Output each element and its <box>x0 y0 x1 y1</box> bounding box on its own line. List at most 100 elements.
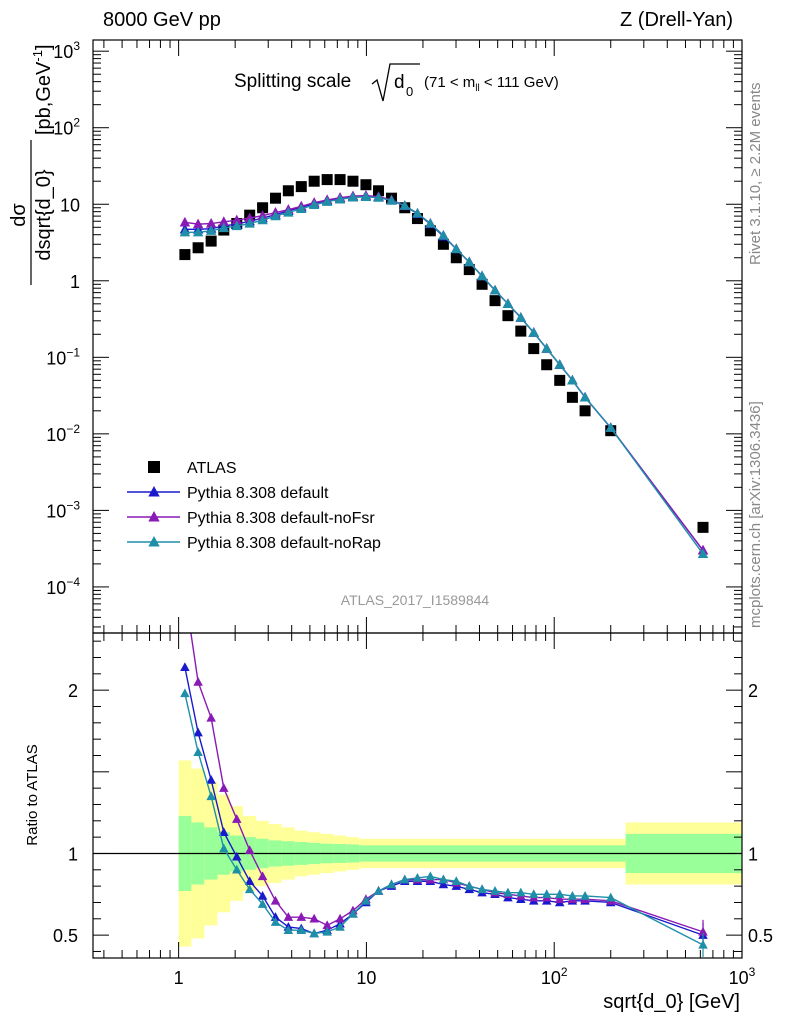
y-tick-label: 103 <box>53 39 80 62</box>
legend-label: Pythia 8.308 default-noFsr <box>187 510 375 527</box>
title-cut: (71 < mll < 111 GeV) <box>424 74 559 94</box>
ylabel-units-close: ] <box>33 44 55 50</box>
x-tick-label: 1 <box>174 968 184 988</box>
data-point-pythia-8-308-default-norap <box>205 225 217 235</box>
data-point-atlas <box>515 325 527 337</box>
data-point-pythia-8-308-default-nofsr <box>179 216 191 227</box>
title-cut-open: (71 < m <box>424 74 475 91</box>
ratio-point-pythia-8-308-default-norap <box>399 874 410 884</box>
data-point-pythia-8-308-default-norap <box>554 359 565 369</box>
ratio-point-pythia-8-308-default-nofsr <box>283 912 294 921</box>
y-tick-label: 10−1 <box>46 345 80 368</box>
title-subscript: 0 <box>406 84 413 99</box>
data-point-pythia-8-308-default-norap <box>308 199 320 210</box>
main-ylabel: dσ dsqrt{d_0} [pb,GeV-1] <box>8 44 55 285</box>
data-point-atlas <box>541 359 553 371</box>
data-point-pythia-8-308-default-norap <box>296 203 307 214</box>
title-symbol: d <box>394 72 405 93</box>
y-tick-label: 10−4 <box>46 575 80 598</box>
ratio-point-pythia-8-308-default-norap <box>322 926 332 936</box>
data-point-pythia-8-308-default-nofsr <box>218 216 230 226</box>
ratio-y-tick-label: 1 <box>68 844 78 864</box>
title-cut-sub: ll <box>475 83 479 94</box>
data-point-pythia-8-308-default-nofsr <box>231 214 242 225</box>
data-point-pythia-8-308-default-norap <box>321 196 333 206</box>
data-point-pythia-8-308-default-norap <box>386 194 397 205</box>
data-point-pythia-8-308-default-norap <box>360 191 372 201</box>
ylabel-numerator: dσ <box>8 203 30 227</box>
ratio-point-pythia-8-308-default <box>438 879 449 889</box>
ratio-point-pythia-8-308-default-nofsr <box>335 913 345 923</box>
data-point-atlas <box>295 181 307 193</box>
main-panel-series <box>179 174 709 559</box>
y-tick-label: 10−3 <box>46 498 80 521</box>
legend-entry-pythia-8-308-default-nofsr: Pythia 8.308 default-noFsr <box>127 510 375 527</box>
legend-entry-pythia-8-308-default-norap: Pythia 8.308 default-noRap <box>127 535 381 552</box>
ratio-point-pythia-8-308-default-norap <box>503 887 513 897</box>
legend: ATLAS Pythia 8.308 default Pythia 8.308 de… <box>127 460 381 552</box>
ratio-point-pythia-8-308-default-nofsr <box>244 845 255 854</box>
data-point-atlas <box>502 310 514 322</box>
ratio-point-pythia-8-308-default-nofsr <box>219 783 229 792</box>
ratio-point-pythia-8-308-default-norap <box>516 887 526 897</box>
ratio-point-pythia-8-308-default-nofsr <box>270 895 281 905</box>
ratio-point-pythia-8-308-default-nofsr <box>554 894 565 903</box>
data-point-pythia-8-308-default-norap <box>412 207 423 218</box>
ratio-point-pythia-8-308-default <box>193 727 203 737</box>
legend-marker <box>148 511 160 522</box>
data-point-atlas <box>489 295 501 307</box>
data-point-pythia-8-308-default-norap <box>697 548 709 559</box>
data-point-pythia-8-308-default-norap <box>373 192 384 202</box>
ratio-point-pythia-8-308-default-norap <box>477 884 487 894</box>
data-point-pythia-8-308-default-norap <box>270 210 281 221</box>
ratio-y-tick-label-right: 2 <box>748 681 758 701</box>
data-point-pythia-8-308-default-norap <box>579 391 591 402</box>
ratio-point-pythia-8-308-default <box>232 851 242 861</box>
ratio-line-pythia-8-308-default <box>184 667 704 936</box>
ratio-point-pythia-8-308-default-nofsr <box>257 871 268 881</box>
ratio-point-pythia-8-308-default-nofsr <box>232 814 242 823</box>
x-tick-label: 102 <box>541 965 568 988</box>
ratio-point-pythia-8-308-default-nofsr <box>193 676 203 686</box>
data-point-pythia-8-308-default-norap <box>489 284 501 295</box>
ratio-y-tick-label-right: 0.5 <box>748 926 773 946</box>
data-point-atlas <box>437 238 449 250</box>
ratio-frame <box>92 632 743 959</box>
legend-label: ATLAS <box>187 460 237 477</box>
legend-label: Pythia 8.308 default-noRap <box>187 535 381 552</box>
x-tick-label: 10 <box>356 968 376 988</box>
data-point-atlas <box>528 343 540 355</box>
legend-entry-pythia-8-308-default: Pythia 8.308 default <box>127 485 329 502</box>
legend-marker <box>148 461 160 473</box>
ratio-point-pythia-8-308-default-norap <box>270 917 281 926</box>
y-tick-label: 10−2 <box>46 422 80 445</box>
ratio-point-pythia-8-308-default-norap <box>206 791 216 801</box>
ratio-point-pythia-8-308-default-norap <box>283 925 294 934</box>
ratio-point-pythia-8-308-default <box>257 890 268 900</box>
data-point-atlas <box>450 252 462 264</box>
legend-entry-atlas: ATLAS <box>148 460 237 477</box>
data-point-atlas <box>476 278 488 290</box>
data-point-atlas <box>308 175 320 187</box>
process-label: Z (Drell-Yan) <box>620 9 733 31</box>
y-tick-label: 10 <box>60 195 80 215</box>
data-point-atlas <box>566 391 578 403</box>
ratio-point-pythia-8-308-default-norap <box>541 889 552 899</box>
x-axis-label: sqrt{d_0} [GeV] <box>603 991 740 1013</box>
data-point-atlas <box>347 175 359 187</box>
ratio-point-pythia-8-308-default-nofsr <box>206 712 216 722</box>
data-point-pythia-8-308-default-nofsr <box>244 212 255 223</box>
ratio-y-tick-label: 2 <box>68 681 78 701</box>
ratio-y-tick-label-right: 1 <box>748 844 758 864</box>
ratio-point-pythia-8-308-default-norap <box>257 899 268 908</box>
ratio-point-pythia-8-308-default-norap <box>373 886 384 895</box>
ratio-line-pythia-8-308-default-norap <box>184 693 704 946</box>
ratio-point-pythia-8-308-default-norap <box>361 895 371 905</box>
ratio-point-pythia-8-308-default <box>219 827 229 836</box>
mcplots-label: mcplots.cern.ch [arXiv:1306.3436] <box>747 401 764 628</box>
data-point-pythia-8-308-default-norap <box>257 214 268 225</box>
ratio-ylabel: Ratio to ATLAS <box>24 744 41 845</box>
data-point-pythia-8-308-default-norap <box>192 226 204 237</box>
x-tick-label: 103 <box>729 965 756 988</box>
